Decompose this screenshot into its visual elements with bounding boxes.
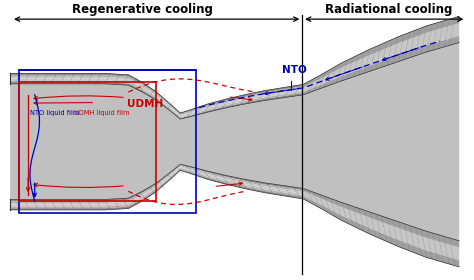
Polygon shape — [303, 188, 459, 247]
Polygon shape — [10, 38, 459, 119]
Polygon shape — [10, 168, 459, 263]
Polygon shape — [10, 167, 459, 258]
Polygon shape — [10, 17, 459, 114]
Polygon shape — [303, 191, 459, 254]
Text: Radiational cooling: Radiational cooling — [325, 3, 452, 17]
Polygon shape — [10, 43, 459, 241]
Polygon shape — [303, 196, 459, 267]
Polygon shape — [10, 165, 459, 249]
Polygon shape — [10, 29, 459, 117]
Polygon shape — [303, 29, 459, 92]
Polygon shape — [10, 166, 459, 254]
Polygon shape — [10, 164, 459, 245]
Polygon shape — [10, 34, 459, 118]
Bar — [18, 70, 196, 213]
Text: NTO: NTO — [282, 65, 307, 75]
Polygon shape — [10, 21, 459, 115]
Polygon shape — [303, 23, 459, 90]
Text: UDMH liquid film: UDMH liquid film — [74, 110, 129, 116]
Text: UDMH: UDMH — [127, 99, 163, 109]
Bar — [18, 82, 156, 201]
Polygon shape — [303, 36, 459, 95]
Text: Regenerative cooling: Regenerative cooling — [72, 3, 213, 17]
Polygon shape — [303, 194, 459, 260]
Polygon shape — [10, 25, 459, 116]
Text: NTO liquid film: NTO liquid film — [30, 110, 79, 116]
Polygon shape — [10, 169, 459, 267]
Polygon shape — [303, 17, 459, 87]
